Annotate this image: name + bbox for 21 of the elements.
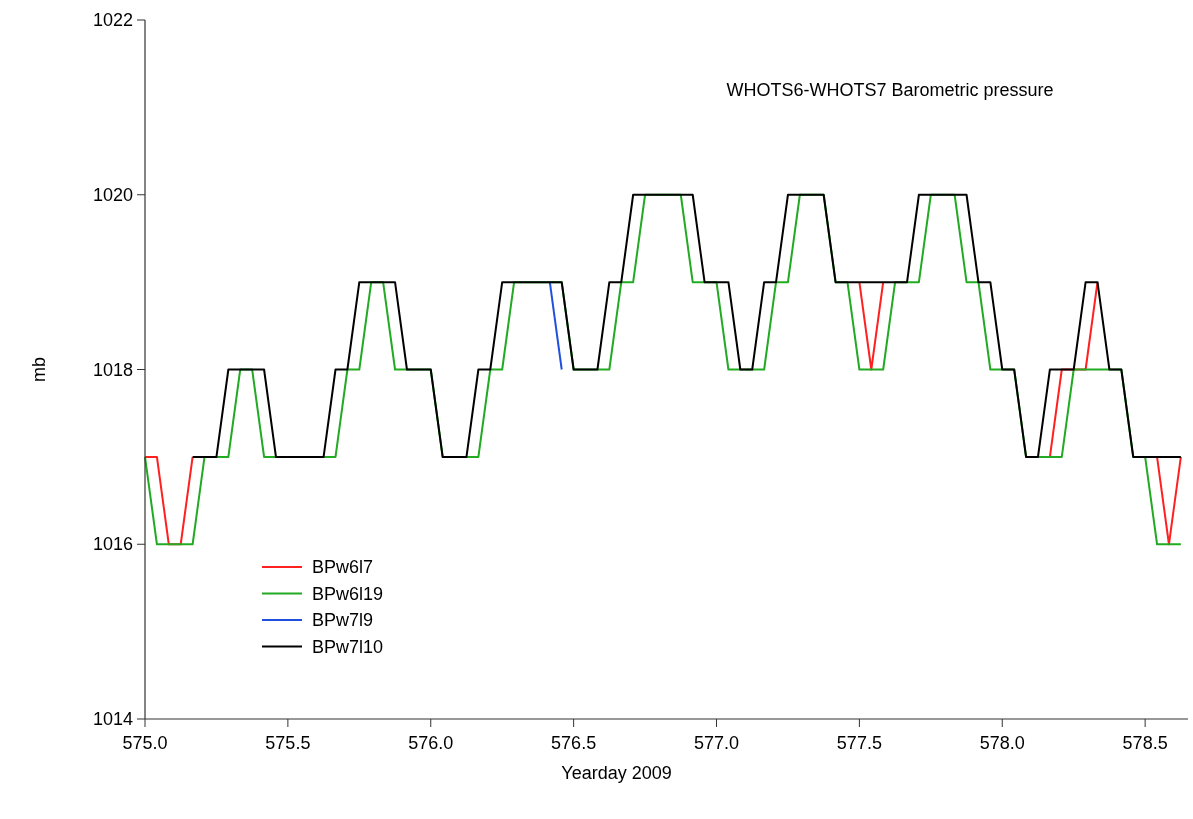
x-axis-title: Yearday 2009 xyxy=(561,763,672,783)
y-tick-label: 1016 xyxy=(92,534,133,555)
x-tick-label: 578.5 xyxy=(1122,733,1168,753)
y-tick-label: 1014 xyxy=(92,709,133,729)
x-tick-label: 576.5 xyxy=(551,733,597,753)
line-series xyxy=(191,193,1182,458)
legend-label: BPw7l10 xyxy=(312,636,384,657)
x-tick-label: 575.0 xyxy=(122,733,168,753)
x-tick-label: 575.5 xyxy=(265,733,311,753)
y-tick-label: 1022 xyxy=(92,10,133,30)
x-tick-label: 576.0 xyxy=(408,733,454,753)
x-tick-label: 577.5 xyxy=(836,733,882,753)
legend-label: BPw6l19 xyxy=(312,583,384,604)
x-tick-label: 577.0 xyxy=(693,733,740,753)
y-tick-label: 1018 xyxy=(92,359,133,380)
y-tick-label: 1020 xyxy=(92,184,133,205)
x-tick-label: 578.0 xyxy=(979,733,1025,753)
text: WHOTS6-WHOTS7 Barometric pressure xyxy=(726,80,1054,100)
legend-label: BPw6l7 xyxy=(312,557,374,577)
y-axis-title: mb xyxy=(29,356,49,383)
legend-label: BPw7l9 xyxy=(312,610,374,630)
